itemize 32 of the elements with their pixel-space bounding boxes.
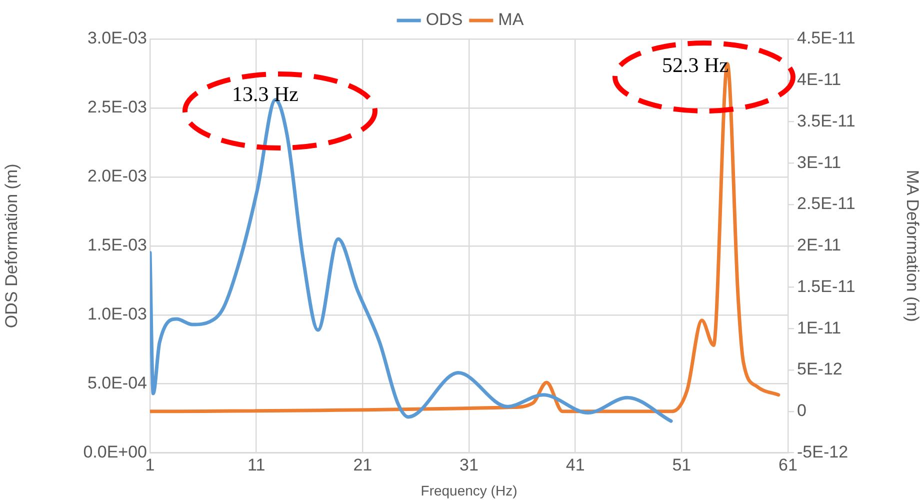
x-tick-label: 41 <box>566 456 585 475</box>
y2-tick-label: 1.5E-11 <box>797 276 856 296</box>
annotation: 52.3 Hz <box>662 53 728 78</box>
legend-label: MA <box>498 10 524 30</box>
y2-tick-label: 3.5E-11 <box>797 111 856 130</box>
y-tick-label: 3.0E-03 <box>87 28 147 48</box>
x-axis-title: Frequency (Hz) <box>420 482 518 498</box>
y2-tick-label: 4.5E-11 <box>797 28 856 48</box>
y2-tick-label: -5E-12 <box>797 442 848 462</box>
y2-tick-label: 2E-11 <box>797 236 842 255</box>
y2-tick-label: 3E-11 <box>797 152 842 172</box>
y2-tick-label: 0 <box>797 401 806 420</box>
y2-axis-title: MA Deformation (m) <box>903 170 922 322</box>
x-tick-label: 11 <box>248 456 266 475</box>
y-tick-label: 2.0E-03 <box>87 166 147 186</box>
x-tick-label: 31 <box>460 456 478 475</box>
annotation: 13.3 Hz <box>232 82 298 107</box>
x-tick-label: 51 <box>672 456 692 475</box>
y2-tick-label: 4E-11 <box>797 70 842 90</box>
y-tick-label: 2.5E-03 <box>87 98 147 117</box>
x-tick-label: 1 <box>145 456 155 475</box>
y2-tick-label: 5E-12 <box>797 360 842 379</box>
y-tick-label: 1.5E-03 <box>87 236 147 255</box>
y-tick-label: 1.0E-03 <box>87 304 147 324</box>
y2-tick-label: 2.5E-11 <box>797 194 856 214</box>
legend-label: ODS <box>426 10 463 30</box>
y-tick-label: 5.0E-04 <box>87 374 147 393</box>
y-tick-label: 0.0E+00 <box>83 442 147 462</box>
y2-tick-label: 1E-11 <box>797 318 842 338</box>
x-tick-label: 61 <box>778 456 798 475</box>
x-tick-label: 21 <box>353 456 372 475</box>
y-axis-title: ODS Deformation (m) <box>2 164 21 328</box>
